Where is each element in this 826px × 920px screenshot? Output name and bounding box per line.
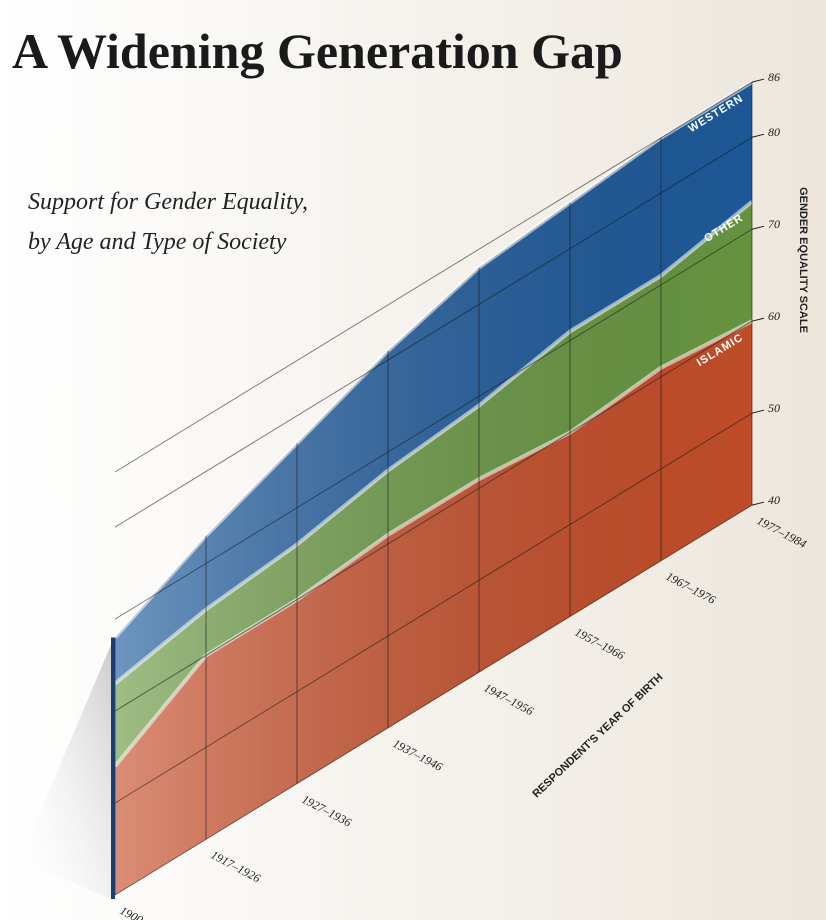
area-edge: [113, 200, 754, 686]
y-tick-label: 60: [768, 309, 780, 323]
tick-mark: [751, 78, 765, 83]
y-tick-label: 70: [768, 217, 780, 231]
grid-line: [114, 228, 753, 620]
subtitle-box: Support for Gender Equality, by Age and …: [28, 189, 308, 255]
y-tick-label: 50: [768, 401, 780, 415]
chart-title: A Widening Generation Gap: [12, 23, 623, 79]
y-axis-label: GENDER EQUALITY SCALE: [797, 187, 809, 333]
tick-mark: [751, 133, 765, 138]
grid-line: [114, 412, 753, 804]
tick-mark: [751, 317, 765, 322]
chart-subtitle: Support for Gender Equality, by Age and …: [28, 189, 308, 255]
tick-mark: [751, 409, 765, 414]
grid-line: [114, 504, 753, 896]
tick-mark: [751, 225, 765, 230]
grid-line: [114, 81, 753, 473]
y-tick-label: 86: [768, 70, 780, 84]
tick-mark: [751, 501, 765, 506]
grid-line: [114, 320, 753, 712]
area-edge: [113, 80, 754, 639]
grid-line: [114, 136, 753, 528]
y-tick-label: 40: [768, 493, 780, 507]
y-tick-label: 80: [768, 125, 780, 139]
shadow: [20, 640, 113, 900]
